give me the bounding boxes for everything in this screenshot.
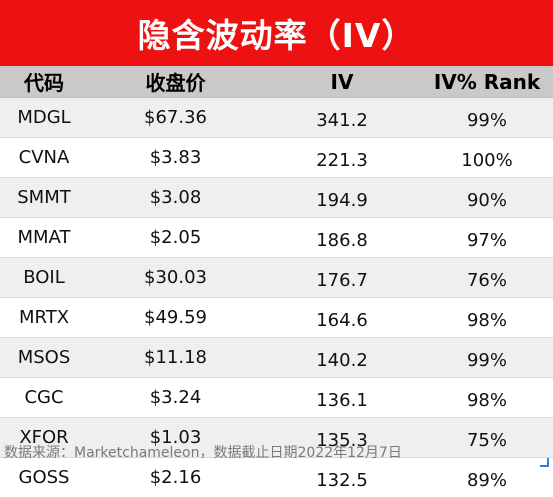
table-title-banner: 隐含波动率（IV）: [0, 0, 553, 66]
resize-handle-icon[interactable]: [540, 458, 549, 467]
cell-ticker: BOIL: [0, 257, 88, 298]
cell-ticker: CVNA: [0, 137, 88, 178]
table-row: MSOS $11.18 140.2 99%: [0, 337, 553, 378]
source-note: 数据来源：Marketchameleon，数据截止日期2022年12月7日: [4, 445, 402, 461]
header-close-price: 收盘价: [88, 66, 263, 98]
cell-price: $11.18: [88, 337, 263, 378]
table-header-row: 代码 收盘价 IV IV% Rank: [0, 66, 553, 98]
cell-price: $1.03: [88, 417, 263, 458]
cell-ticker: SMMT: [0, 177, 88, 218]
cell-ticker: MRTX: [0, 297, 88, 338]
cell-rank: 75%: [421, 417, 553, 458]
cell-iv: 194.9: [263, 177, 421, 218]
cell-iv: 341.2: [263, 97, 421, 138]
cell-ticker: GOSS: [0, 457, 88, 498]
header-ticker: 代码: [0, 66, 88, 98]
cell-price: $3.24: [88, 377, 263, 418]
cell-rank: 99%: [421, 97, 553, 138]
table-row: MRTX $49.59 164.6 98%: [0, 297, 553, 338]
cell-price: $3.08: [88, 177, 263, 218]
cell-price: $2.05: [88, 217, 263, 258]
cell-iv: 132.5: [263, 457, 421, 498]
header-iv-rank: IV% Rank: [421, 66, 553, 98]
cell-iv: 221.3: [263, 137, 421, 178]
cell-rank: 100%: [421, 137, 553, 178]
cell-ticker: MMAT: [0, 217, 88, 258]
cell-ticker: CGC: [0, 377, 88, 418]
cell-iv: 135.3: [263, 417, 421, 458]
cell-iv: 164.6: [263, 297, 421, 338]
cell-rank: 99%: [421, 337, 553, 378]
table-row: CGC $3.24 136.1 98%: [0, 377, 553, 418]
cell-rank: 97%: [421, 217, 553, 258]
cell-iv: 140.2: [263, 337, 421, 378]
cell-price: $67.36: [88, 97, 263, 138]
cell-price: $2.16: [88, 457, 263, 498]
cell-ticker: MSOS: [0, 337, 88, 378]
table-row: XFOR $1.03 135.3 75%: [0, 417, 553, 458]
table-row: MMAT $2.05 186.8 97%: [0, 217, 553, 258]
header-iv: IV: [263, 66, 421, 98]
table-row: SMMT $3.08 194.9 90%: [0, 177, 553, 218]
cell-price: $3.83: [88, 137, 263, 178]
iv-table: 代码 收盘价 IV IV% Rank MDGL $67.36 341.2 99%…: [0, 66, 553, 498]
cell-rank: 90%: [421, 177, 553, 218]
cell-rank: 98%: [421, 377, 553, 418]
table-row: GOSS $2.16 132.5 89%: [0, 457, 553, 498]
cell-ticker: MDGL: [0, 97, 88, 138]
table-row: MDGL $67.36 341.2 99%: [0, 97, 553, 138]
cell-price: $30.03: [88, 257, 263, 298]
cell-price: $49.59: [88, 297, 263, 338]
cell-iv: 186.8: [263, 217, 421, 258]
cell-rank: 98%: [421, 297, 553, 338]
table-title: 隐含波动率（IV）: [137, 16, 416, 55]
cell-rank: 89%: [421, 457, 553, 498]
cell-rank: 76%: [421, 257, 553, 298]
cell-iv: 136.1: [263, 377, 421, 418]
cell-ticker: XFOR: [0, 417, 88, 458]
cell-iv: 176.7: [263, 257, 421, 298]
table-row: BOIL $30.03 176.7 76%: [0, 257, 553, 298]
table-row: CVNA $3.83 221.3 100%: [0, 137, 553, 178]
